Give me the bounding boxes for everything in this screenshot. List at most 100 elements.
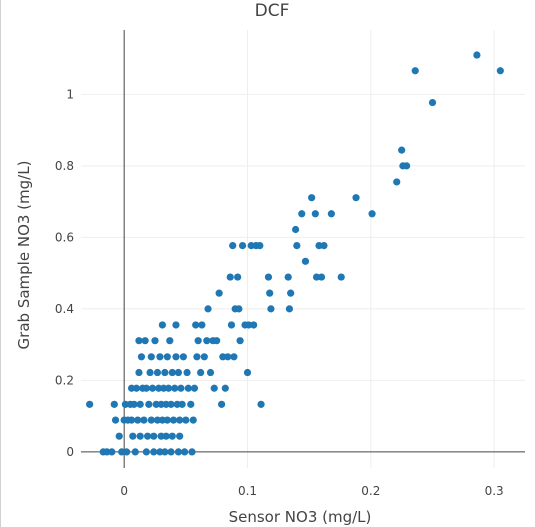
data-point [176,416,184,424]
data-point [172,321,180,329]
data-point [206,368,215,377]
data-point [110,400,118,408]
y-tick-label: 1 [66,87,74,101]
y-tick-label: 0.4 [55,302,74,316]
data-point [284,273,292,281]
data-point [235,305,243,313]
data-point [234,273,242,281]
data-point [171,384,179,392]
data-point [403,162,411,170]
data-point [174,368,183,377]
data-point [115,432,123,440]
data-point [312,273,321,281]
data-point [172,353,180,361]
data-point [183,368,191,377]
data-point [224,353,232,361]
window-edge [0,0,1,527]
data-point [153,368,162,377]
data-point [137,353,146,361]
data-point [169,416,178,424]
data-point [368,210,376,218]
chart-title: DCF [255,1,290,21]
data-point [108,448,116,456]
x-tick-label: 0.1 [238,484,257,498]
data-point [293,242,301,250]
data-point [144,432,152,440]
data-point [140,416,148,424]
data-point [134,416,142,424]
data-point [156,353,164,361]
data-point [150,432,158,440]
data-point [257,400,265,408]
data-point [298,210,306,218]
data-point [86,400,94,408]
data-point [189,416,197,424]
data-point [118,448,126,456]
data-point [194,337,202,345]
data-point [308,194,316,202]
data-point [218,400,226,408]
data-point [292,225,300,234]
data-point [181,448,189,456]
data-point [168,368,176,377]
tick-labels: 0 0.1 0.2 0.3 0 0.2 0.4 0.6 0.8 1 [55,87,504,498]
data-point [192,321,200,329]
data-point [176,432,184,440]
data-point [226,273,234,281]
data-point [215,289,223,297]
data-point [146,368,154,377]
data-point [158,321,166,329]
data-point [398,146,406,154]
data-point [158,416,166,424]
data-point [213,337,221,345]
data-point [179,353,187,361]
data-point [317,273,326,281]
data-point [131,448,139,456]
grid-lines [81,30,525,468]
data-point [198,321,206,329]
data-point [352,194,360,202]
data-point [161,368,169,377]
data-point [210,384,218,392]
data-point [411,67,419,75]
data-point [315,242,323,250]
data-point [287,289,295,297]
y-axis-title: Grab Sample NO3 (mg/L) [15,161,33,350]
data-point [127,384,136,392]
y-tick-label: 0.8 [55,159,74,173]
data-point [142,384,150,392]
data-point [264,273,273,281]
y-tick-label: 0.2 [55,373,74,387]
data-point [136,400,144,408]
data-point [337,273,345,281]
data-point [142,448,150,456]
data-point [496,67,504,75]
data-point [285,305,294,313]
x-axis-title: Sensor NO3 (mg/L) [229,508,372,526]
data-point [178,400,186,408]
data-points [86,51,504,456]
data-point [162,400,170,408]
data-point [152,400,160,408]
data-point [245,321,253,329]
data-point [320,242,328,250]
data-point [473,51,481,59]
x-tick-label: 0.2 [361,484,380,498]
data-point [111,416,120,424]
data-point [148,384,157,392]
data-point [103,448,111,456]
data-point [184,384,192,392]
data-point [236,337,244,345]
data-point [173,400,181,408]
data-point [127,416,136,424]
data-point [193,353,201,361]
y-tick-label: 0 [66,445,74,459]
data-point [141,337,149,345]
data-point [130,400,138,408]
data-point [200,353,208,361]
data-point [243,368,252,377]
data-point [162,432,170,440]
data-point [230,353,238,361]
data-point [221,384,229,392]
